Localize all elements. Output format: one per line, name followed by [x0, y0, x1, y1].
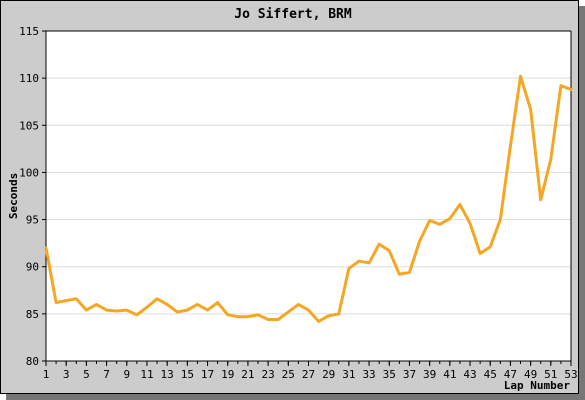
lap-time-line	[44, 74, 573, 323]
y-tick-label: 100	[19, 166, 39, 179]
x-tick-label: 3	[63, 368, 70, 381]
x-tick-label: 47	[504, 368, 517, 381]
y-axis-label: Seconds	[7, 173, 20, 219]
y-tick-label: 110	[19, 72, 39, 85]
x-tick-label: 23	[261, 368, 274, 381]
x-tick-label: 1	[43, 368, 50, 381]
x-tick-label: 51	[544, 368, 557, 381]
plot-area	[46, 31, 571, 361]
x-tick-label: 11	[140, 368, 153, 381]
x-tick-label: 45	[484, 368, 497, 381]
grid-lines	[46, 77, 571, 315]
series-layer	[44, 74, 573, 323]
x-tick-label: 49	[524, 368, 537, 381]
y-tick-label: 85	[26, 308, 39, 321]
y-tick-label: 115	[19, 25, 39, 38]
x-tick-label: 25	[282, 368, 295, 381]
y-tick-label: 90	[26, 261, 39, 274]
x-tick-label: 13	[161, 368, 174, 381]
x-tick-label: 53	[564, 368, 577, 381]
x-tick-label: 19	[221, 368, 234, 381]
x-tick-label: 9	[123, 368, 130, 381]
frame-shadow-right	[579, 6, 585, 400]
x-axis-label: Lap Number	[504, 379, 571, 392]
x-tick-label: 33	[362, 368, 375, 381]
x-tick-label: 41	[443, 368, 456, 381]
x-tick-label: 17	[201, 368, 214, 381]
frame-shadow-bottom	[6, 394, 585, 400]
x-tick-label: 37	[403, 368, 416, 381]
x-tick-label: 5	[83, 368, 90, 381]
y-tick-label: 105	[19, 119, 39, 132]
x-tick-label: 15	[181, 368, 194, 381]
y-axis-ticks: 80 85 90 95 100 105 110 115	[19, 25, 46, 368]
x-tick-label: 29	[322, 368, 335, 381]
x-tick-label: 35	[383, 368, 396, 381]
x-tick-label: 43	[463, 368, 476, 381]
x-tick-label: 27	[302, 368, 315, 381]
chart-title: Jo Siffert, BRM	[234, 7, 352, 22]
y-tick-label: 80	[26, 355, 39, 368]
x-tick-label: 31	[342, 368, 355, 381]
x-tick-label: 39	[423, 368, 436, 381]
x-tick-label: 21	[241, 368, 254, 381]
y-tick-label: 95	[26, 214, 39, 227]
x-tick-label: 7	[103, 368, 110, 381]
x-axis-ticks: 1 3 5 7 9 11 13 15 17 19 21 23 25 27 29 31 33 35 37 39 41 43 4…	[43, 361, 578, 381]
